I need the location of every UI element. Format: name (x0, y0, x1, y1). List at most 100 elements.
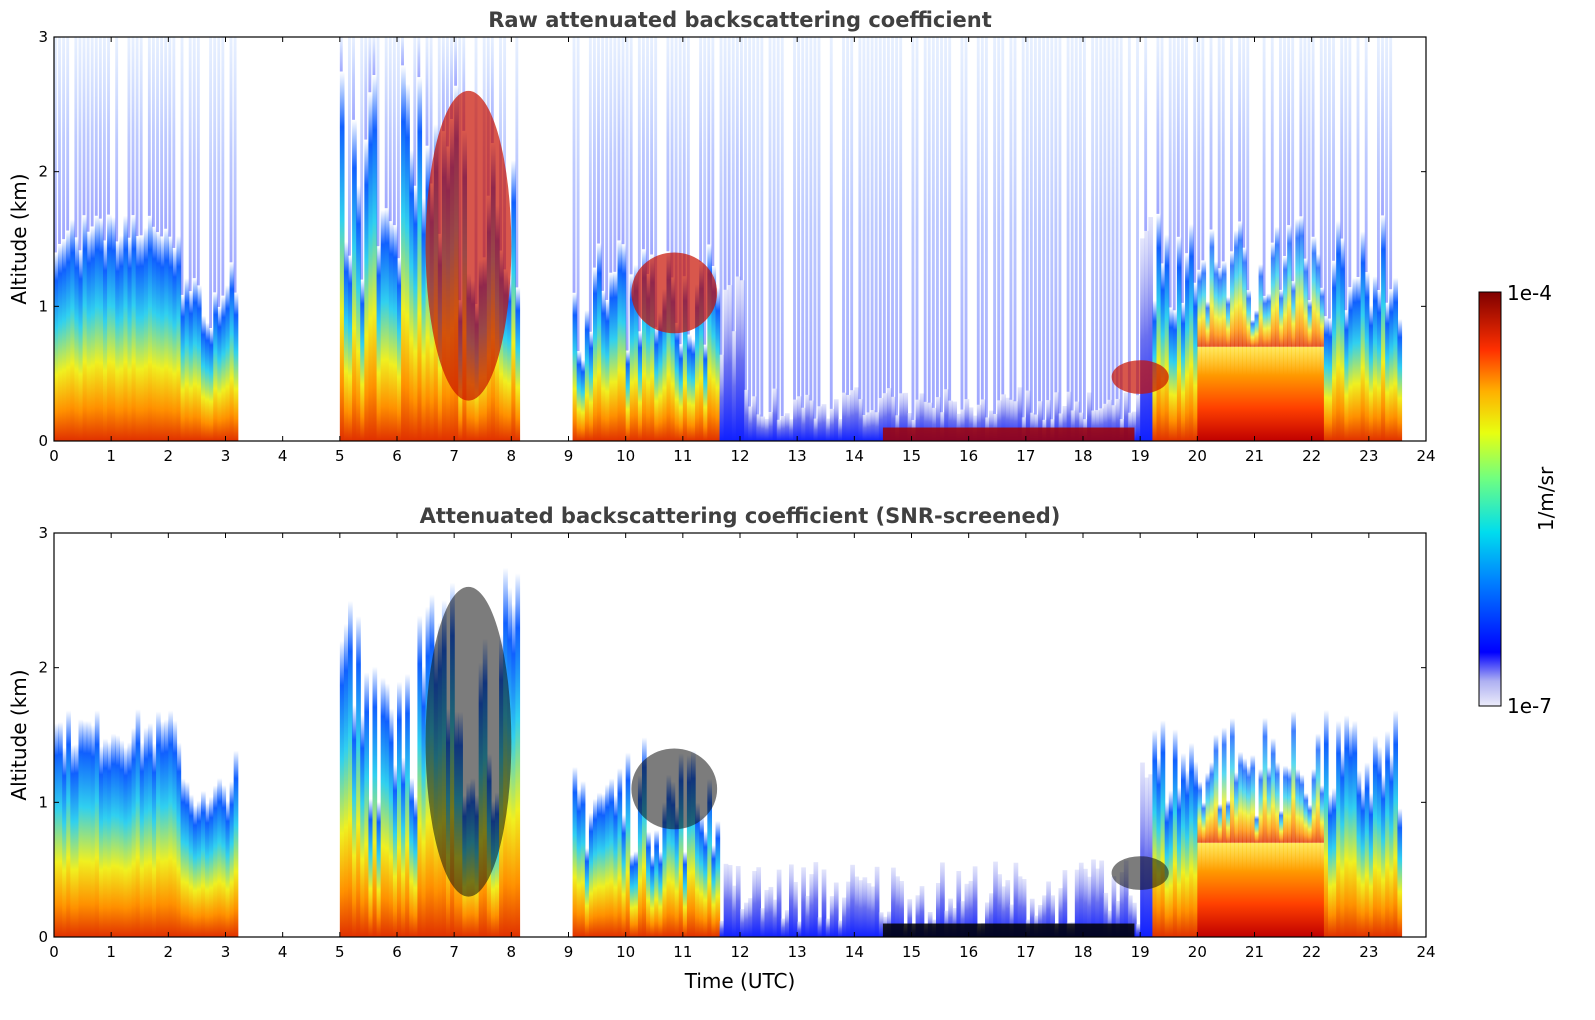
profile-column (601, 290, 606, 441)
profile-column (597, 792, 602, 937)
noise-column (86, 37, 90, 232)
noise-column (817, 37, 821, 407)
profile-column (780, 416, 786, 441)
profile-column (98, 218, 104, 441)
profile-column (1250, 346, 1256, 441)
noise-column (1074, 37, 1078, 402)
profile-column (723, 289, 729, 441)
profile-column (1209, 346, 1215, 441)
profile-column (111, 217, 116, 441)
profile-column (1001, 886, 1007, 937)
profile-column (495, 792, 500, 937)
profile-column (1013, 401, 1019, 441)
noise-column (94, 37, 98, 216)
profile-column (360, 714, 365, 937)
noise-column (576, 37, 580, 352)
noise-column (413, 37, 417, 186)
profile-column (380, 209, 386, 441)
profile-column (1323, 709, 1329, 937)
noise-column (1230, 37, 1233, 252)
profile-column-upper (1230, 718, 1235, 843)
noise-column (862, 37, 866, 415)
profile-column (572, 292, 578, 441)
profile-column (58, 243, 63, 441)
noise-column (829, 37, 833, 409)
profile-column (727, 865, 733, 937)
profile-column (968, 880, 974, 937)
profile-column-upper (1201, 802, 1207, 843)
noise-column (217, 37, 221, 307)
noise-column (1193, 37, 1197, 283)
profile-column (1258, 842, 1264, 937)
noise-column (882, 37, 886, 394)
profile-column (850, 390, 855, 441)
profile-column (135, 709, 141, 937)
noise-column (776, 37, 780, 420)
profile-column-upper (1283, 256, 1288, 347)
profile-column (895, 876, 900, 937)
noise-column (1001, 37, 1005, 395)
noise-column (731, 37, 735, 332)
profile-column (1001, 394, 1007, 441)
noise-column (654, 37, 658, 328)
fog-layer-feature (882, 427, 1135, 441)
noise-column (1009, 37, 1013, 400)
profile-column (899, 393, 904, 441)
y-tick-label: 2 (38, 163, 48, 181)
noise-column (682, 37, 686, 277)
profile-column-upper (1250, 754, 1256, 843)
profile-column (1311, 842, 1317, 937)
profile-column (1111, 876, 1117, 937)
profile-column (1160, 720, 1166, 937)
x-tick-label: 23 (1359, 447, 1378, 465)
noise-column (1038, 37, 1041, 402)
noise-column (617, 37, 621, 241)
profile-column (384, 208, 390, 441)
profile-column (1332, 787, 1337, 937)
profile-column (70, 219, 76, 441)
noise-column (1328, 37, 1331, 319)
profile-column (833, 882, 839, 937)
profile-column (127, 237, 133, 441)
profile-column (968, 407, 974, 441)
noise-column (1181, 37, 1184, 303)
profile-column (1070, 410, 1076, 441)
profile-column (343, 623, 349, 937)
profile-column (143, 727, 149, 937)
profile-column (715, 820, 721, 937)
profile-column (233, 292, 239, 441)
noise-column (360, 37, 364, 280)
profile-column (372, 75, 378, 441)
noise-column (711, 37, 715, 266)
profile-column (1074, 401, 1080, 441)
profile-column (201, 315, 206, 441)
profile-column-upper (1238, 221, 1243, 347)
noise-column (809, 37, 813, 401)
profile-column-upper (1209, 762, 1215, 843)
profile-column (625, 350, 631, 441)
profile-column (188, 291, 194, 441)
profile-column (1123, 392, 1129, 441)
noise-column (127, 37, 131, 238)
profile-column (384, 683, 390, 937)
profile-column (86, 231, 92, 441)
noise-column (1364, 37, 1368, 273)
profile-column (499, 250, 504, 441)
noise-column (923, 37, 927, 402)
profile-column (1148, 217, 1154, 441)
profile-column (801, 867, 806, 937)
profile-column (658, 312, 664, 441)
noise-column (637, 37, 641, 332)
x-tick-label: 14 (845, 447, 864, 465)
noise-column (98, 37, 102, 219)
profile-column (1103, 403, 1109, 441)
noise-column (1127, 37, 1131, 413)
profile-column (172, 247, 178, 441)
profile-column (66, 230, 71, 441)
noise-column (1013, 37, 1017, 402)
profile-column (1250, 842, 1256, 937)
profile-column (143, 227, 149, 441)
profile-column (1111, 405, 1117, 441)
profile-column (413, 185, 419, 441)
